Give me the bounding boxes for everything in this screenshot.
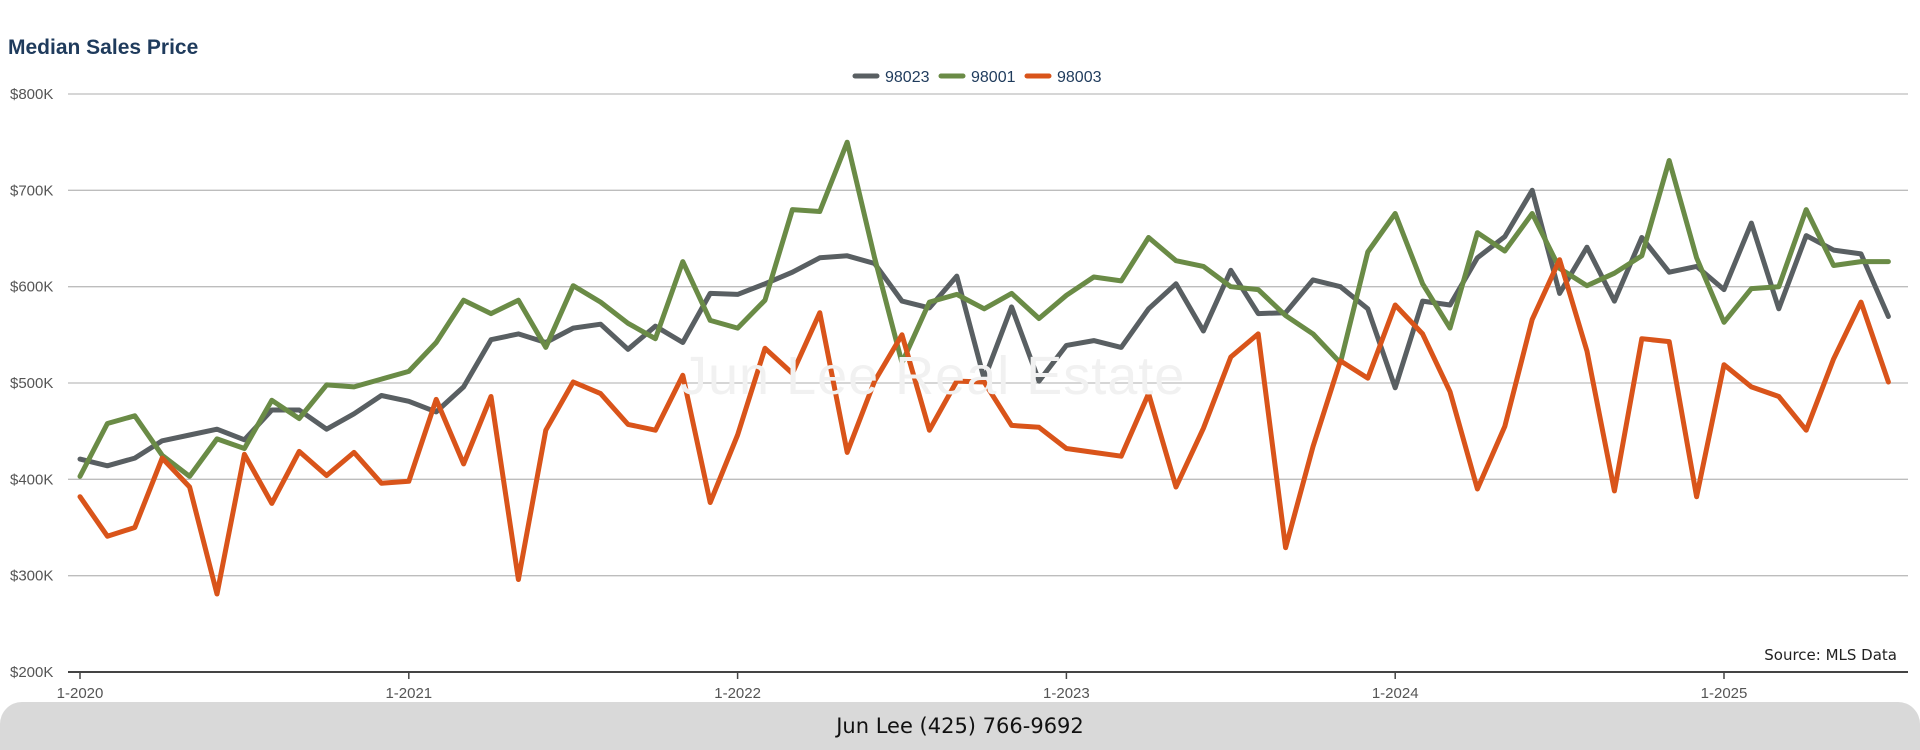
series-line-98003 [77, 257, 1891, 597]
x-tick-label: 1-2021 [385, 685, 432, 702]
legend-label-98001: 98001 [971, 69, 1016, 86]
y-tick-label: $400K [10, 471, 53, 488]
chart-title: Median Sales Price [8, 36, 199, 59]
y-tick-label: $300K [10, 568, 53, 585]
series-line-98001 [77, 139, 1891, 479]
y-tick-label: $200K [10, 664, 53, 681]
x-tick-label: 1-2025 [1701, 685, 1748, 702]
legend-label-98023: 98023 [885, 69, 930, 86]
legend-label-98003: 98003 [1057, 69, 1102, 86]
footer-contact: Jun Lee (425) 766-9692 [836, 714, 1084, 738]
source-note: Source: MLS Data [1764, 646, 1897, 664]
legend: 98023 98001 98003 [852, 69, 1102, 86]
axis-layer: $200K $300K $400K $500K $600K $700K $800K 1-202… [10, 86, 1747, 702]
y-tick-label: $500K [10, 375, 53, 392]
series-layer [77, 139, 1891, 597]
y-tick-label: $600K [10, 279, 53, 296]
footer-bar: Jun Lee (425) 766-9692 [0, 702, 1920, 750]
line-chart: $200K $300K $400K $500K $600K $700K $800K 1-202… [10, 69, 1908, 702]
x-tick-label: 1-2020 [57, 685, 104, 702]
x-tick-label: 1-2022 [714, 685, 761, 702]
y-tick-label: $800K [10, 86, 53, 103]
grid-layer [68, 93, 1908, 673]
y-tick-label: $700K [10, 182, 53, 199]
x-tick-label: 1-2024 [1372, 685, 1419, 702]
watermark: Jun Lee Real Estate [680, 346, 1186, 406]
series-line-98023 [77, 187, 1891, 469]
x-tick-label: 1-2023 [1043, 685, 1090, 702]
